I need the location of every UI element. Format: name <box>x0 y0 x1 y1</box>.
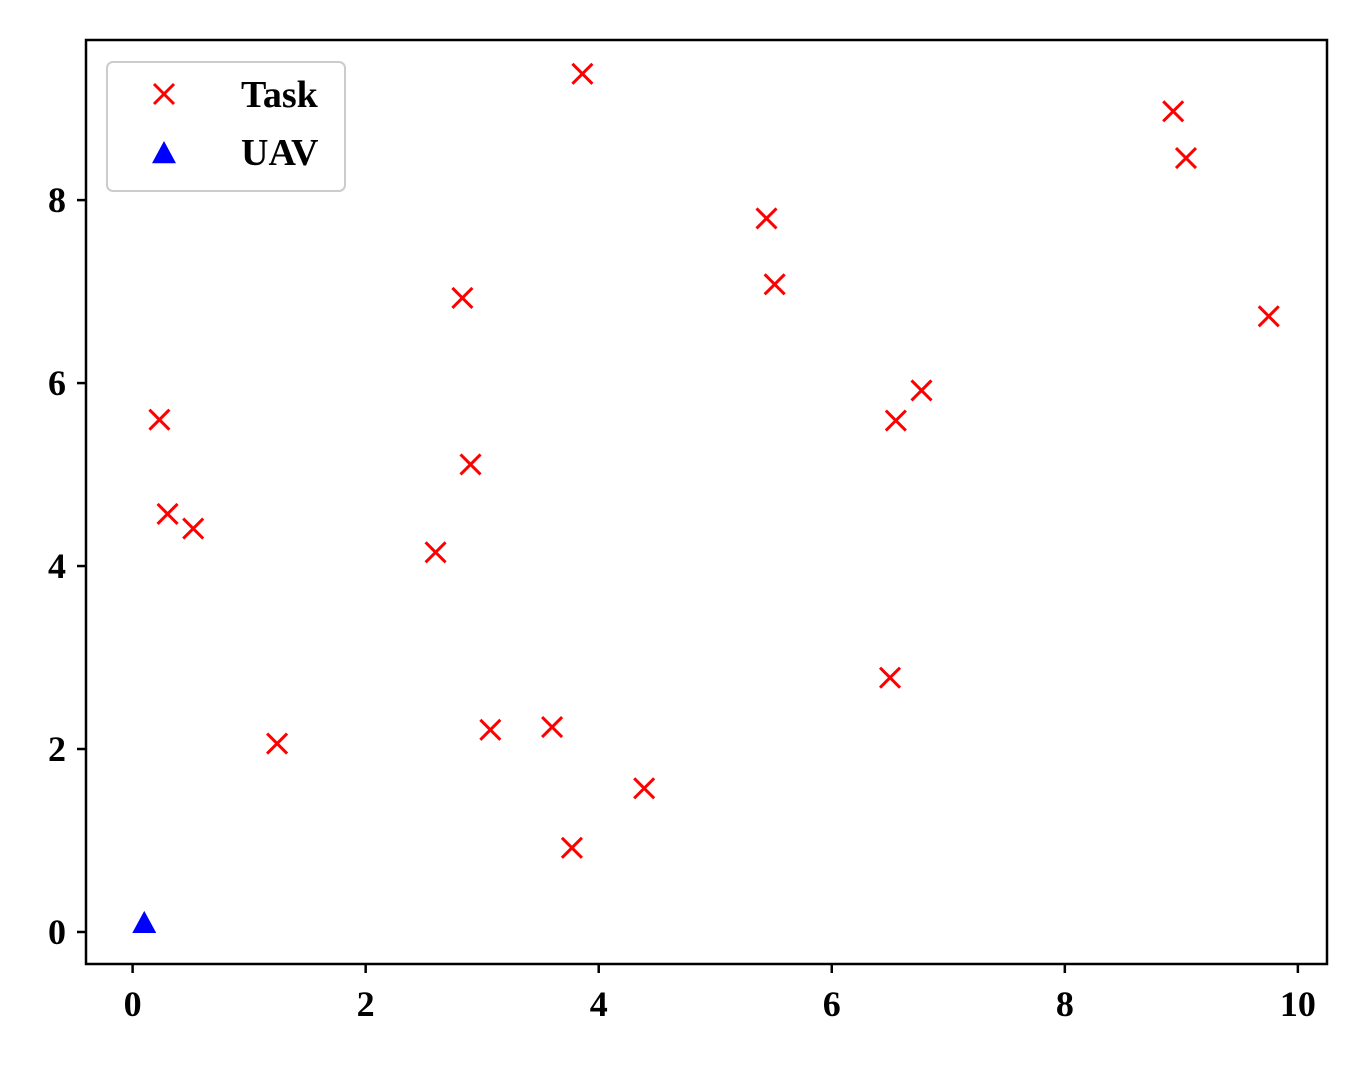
task-point-marker <box>451 286 474 310</box>
x-tick-label: 10 <box>1280 984 1316 1024</box>
task-point-marker <box>182 517 205 540</box>
x-tick-label: 2 <box>357 984 375 1024</box>
task-point-marker <box>755 207 778 230</box>
task-point-marker <box>910 379 933 402</box>
task-point-marker <box>878 666 902 689</box>
x-tick-label: 4 <box>590 984 608 1024</box>
task-point-marker <box>763 273 786 296</box>
task-point-marker <box>560 836 583 859</box>
legend-label-uav: UAV <box>241 132 319 174</box>
uav-point-marker <box>132 910 157 934</box>
y-tick-label: 6 <box>48 363 66 403</box>
task-point-marker <box>571 62 594 85</box>
task-point-marker <box>1162 100 1185 123</box>
task-point-marker <box>156 502 179 525</box>
task-point-marker <box>884 409 907 432</box>
y-tick-label: 8 <box>48 180 66 220</box>
task-point-marker <box>459 453 482 476</box>
task-point-marker <box>1174 146 1198 170</box>
plot-frame <box>84 38 1329 966</box>
x-tick-label: 0 <box>124 984 142 1024</box>
axis-ticks: 0 2 4 6 8 10 0 2 4 6 8 <box>48 180 1316 1024</box>
task-point-marker <box>424 541 447 564</box>
legend-triangle-icon <box>152 141 176 164</box>
x-tick-label: 8 <box>1056 984 1074 1024</box>
y-tick-label: 2 <box>48 729 66 769</box>
legend-x-icon <box>152 82 176 106</box>
task-point-marker <box>541 715 564 739</box>
y-tick-label: 4 <box>48 546 66 586</box>
legend-label-task: Task <box>241 74 319 116</box>
legend-uav-triangle-marker <box>152 141 176 164</box>
task-point-marker <box>1257 305 1280 328</box>
task-point-marker <box>633 777 656 800</box>
task-point-marker <box>479 718 502 741</box>
task-point-marker <box>148 408 171 431</box>
legend-task-x-marker <box>152 82 176 106</box>
y-tick-label: 0 <box>48 912 66 952</box>
legend: Task UAV <box>106 61 346 192</box>
task-point-marker <box>266 732 289 755</box>
data-points <box>132 62 1280 934</box>
x-tick-label: 6 <box>823 984 841 1024</box>
